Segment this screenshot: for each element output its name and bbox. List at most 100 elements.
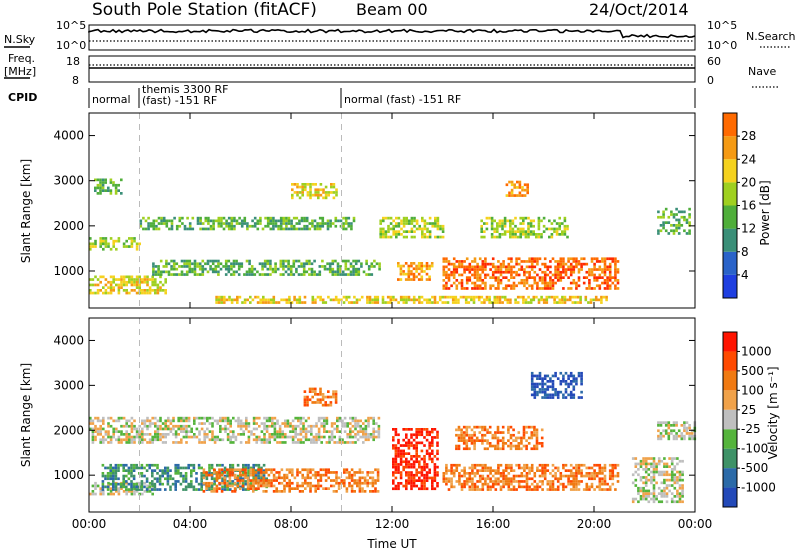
velocity-cell [556,390,560,394]
power-cell [193,259,197,263]
velocity-cell [283,473,286,477]
velocity-cell [575,466,578,470]
power-cell [499,265,503,269]
velocity-cell [562,474,565,478]
power-cell [402,216,406,220]
power-cell [588,281,591,285]
velocity-cell [262,469,266,472]
power-cell [577,279,581,282]
velocity-cell [254,476,258,480]
power-cell [614,287,617,290]
power-cell [536,262,539,266]
power-cell [167,270,171,274]
velocity-cell [507,488,511,491]
velocity-cell [663,457,666,460]
power-cell [542,298,546,302]
velocity-cell [308,390,312,393]
velocity-cell [670,429,673,433]
velocity-cell [593,472,596,475]
velocity-cell [260,477,263,481]
power-cell [235,259,238,263]
velocity-cell [442,474,446,478]
power-cell [484,284,487,288]
power-cell [329,298,333,302]
power-cell [287,262,290,266]
velocity-cell [359,424,362,428]
power-cell [473,281,477,285]
power-cell [463,265,466,269]
velocity-cell [174,469,177,472]
power-cell [580,268,583,271]
velocity-cell [436,465,439,469]
velocity-cell [283,476,286,480]
power-cell [295,298,299,302]
velocity-cell [366,473,369,477]
velocity-cell [460,474,464,478]
power-cell [301,188,304,192]
power-cell [675,207,678,211]
velocity-cell [465,472,469,475]
velocity-cell [588,474,591,478]
power-cell [146,289,149,292]
power-cell [514,298,517,302]
power-cell [515,257,518,261]
velocity-cell [564,463,568,467]
velocity-cell [664,421,668,424]
power-cell [521,194,524,197]
velocity-cell [127,477,131,481]
velocity-cell [304,481,307,485]
velocity-cell [187,419,191,423]
power-cell [447,262,451,266]
velocity-cell [667,434,671,438]
power-cell [558,298,562,302]
velocity-cell [410,457,413,461]
power-cell [135,280,139,284]
power-cell [606,257,609,261]
velocity-cell [410,444,413,447]
power-cell [413,216,416,220]
power-cell [490,233,494,236]
velocity-cell [541,385,544,389]
power-cell [96,192,100,195]
velocity-cell [362,433,365,436]
velocity-cell [486,485,490,489]
velocity-cell [89,427,92,431]
velocity-cell [668,484,671,487]
velocity-cell [631,473,635,477]
velocity-cell [652,489,656,493]
power-cell [664,207,668,211]
velocity-cell [366,484,369,488]
velocity-cell [603,469,607,472]
power-cell [321,259,324,263]
velocity-cell [535,447,539,451]
power-cell [455,268,459,271]
power-cell [426,235,429,239]
velocity-cell [577,374,581,378]
velocity-cell [299,422,303,425]
power-cell [130,289,134,292]
velocity-cell [520,466,524,470]
power-cell [434,219,437,223]
power-cell [543,262,547,266]
power-cell [559,262,563,266]
power-cell [99,275,102,279]
velocity-cell [192,463,196,467]
power-cell [549,287,552,290]
power-cell [308,259,311,263]
velocity-cell [197,488,201,491]
power-cell [405,298,408,302]
power-cell [513,183,516,187]
power-cell [395,224,398,228]
power-cell [407,275,411,279]
velocity-cell [611,472,615,475]
power-cell [160,219,163,223]
power-cell [532,233,535,236]
velocity-cell [319,393,322,396]
power-cell [114,186,118,190]
velocity-cell [484,480,487,483]
velocity-cell [361,476,364,480]
power-cell [502,276,505,279]
velocity-cell [252,463,255,467]
power-cell [559,270,563,274]
power-cell [128,275,131,279]
